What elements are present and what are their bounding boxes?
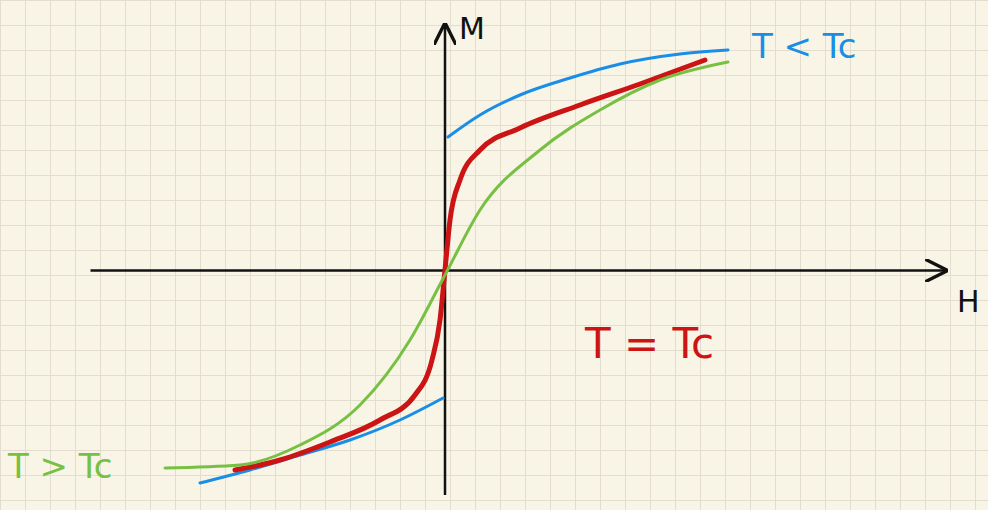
x-axis-title: H	[957, 284, 980, 319]
curve	[200, 50, 728, 483]
curve	[235, 60, 705, 470]
curve	[165, 62, 728, 468]
chart: M H T < Tc T = Tc T > Tc	[0, 0, 988, 510]
curve-label: T > Tc	[7, 446, 113, 486]
curve-label: T < Tc	[751, 26, 857, 66]
x-axis	[91, 270, 946, 271]
curve-label: T = Tc	[584, 319, 714, 368]
y-axis-title: M	[459, 11, 485, 46]
x-axis-line	[91, 269, 946, 272]
curves	[165, 50, 728, 483]
